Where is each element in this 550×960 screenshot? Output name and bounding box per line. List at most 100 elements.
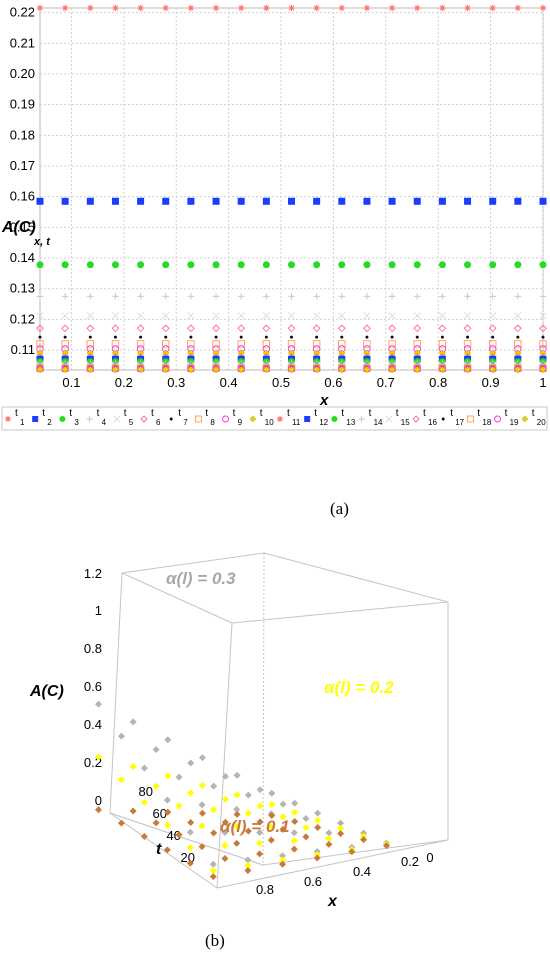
point-t7 — [516, 335, 520, 339]
point-alpha-0.1 — [152, 819, 160, 827]
point-alpha-0.3 — [210, 782, 218, 790]
point-t4 — [388, 293, 396, 300]
point-t4 — [313, 293, 320, 300]
point-alpha-0.2 — [244, 861, 252, 869]
point-alpha-0.3 — [325, 829, 333, 837]
point-t4 — [514, 293, 522, 300]
point-t7 — [415, 335, 419, 339]
point-alpha-0.1 — [313, 854, 321, 862]
point-alpha-0.3 — [233, 771, 241, 779]
point-alpha-0.1 — [360, 836, 368, 844]
point-t6 — [539, 324, 547, 333]
point-alpha-0.3 — [256, 786, 264, 794]
x-tick-label: 0.5 — [272, 375, 290, 390]
point-t5 — [338, 312, 346, 320]
y-tick-label: 0.13 — [10, 281, 35, 296]
point-t4 — [363, 293, 371, 300]
point-t20 — [514, 365, 522, 373]
point-t20 — [111, 365, 120, 373]
point-alpha-0.3 — [140, 764, 148, 772]
point-t6 — [86, 324, 95, 333]
legend-label-index: 9 — [238, 418, 243, 427]
point-t4 — [87, 293, 94, 300]
point-t7 — [264, 335, 268, 339]
point-alpha-0.2 — [233, 791, 241, 799]
point-t20 — [61, 365, 69, 373]
point-alpha-0.3 — [95, 700, 102, 708]
point-t6 — [363, 324, 371, 333]
point-t8 — [237, 340, 245, 348]
point-t6 — [337, 324, 346, 333]
point-t6 — [438, 324, 447, 333]
point-t1 — [237, 4, 245, 12]
point-alpha-0.1 — [129, 807, 137, 815]
point-t1 — [439, 4, 446, 12]
point-alpha-0.2 — [279, 856, 287, 864]
point-t6 — [413, 324, 422, 333]
point-t8 — [61, 340, 69, 348]
caption-a: (a) — [330, 499, 349, 518]
y-tick-label: 0.11 — [11, 342, 35, 357]
point-t7 — [239, 335, 243, 339]
point-alpha-0.3 — [187, 759, 195, 767]
point-t6 — [513, 324, 522, 333]
point-alpha-0.2 — [129, 762, 137, 770]
point-t8 — [438, 340, 447, 348]
legend-label: t — [477, 408, 480, 419]
point-t4 — [414, 293, 421, 300]
point-t7 — [541, 335, 545, 339]
point-t1 — [187, 4, 195, 12]
point-t5 — [86, 312, 94, 320]
point-t3 — [162, 261, 170, 269]
point-t2 — [36, 197, 44, 205]
legend-marker-t1 — [5, 416, 11, 422]
point-alpha-0.3 — [279, 852, 287, 860]
legend-label-index: 15 — [401, 418, 410, 427]
point-alpha-0.1 — [256, 850, 264, 858]
point-t8 — [514, 340, 522, 348]
legend-label-index: 7 — [183, 418, 188, 427]
point-t20 — [489, 365, 497, 373]
y-tick-label: 0.18 — [10, 127, 35, 142]
legend-marker-t6 — [140, 415, 148, 423]
z-tick-label: 0.4 — [84, 717, 102, 732]
point-alpha-0.2 — [314, 816, 322, 824]
chart-a-legend-box — [1, 406, 548, 431]
point-t1 — [162, 4, 169, 12]
point-t4 — [263, 293, 270, 300]
legend-label: t — [233, 408, 236, 419]
point-t20 — [438, 365, 447, 373]
point-t6 — [111, 324, 120, 333]
point-alpha-0.1 — [314, 824, 322, 832]
point-t1 — [87, 4, 94, 12]
legend-label-index: 14 — [374, 418, 383, 427]
legend-label: t — [369, 408, 372, 419]
x-tick-label: 0.8 — [429, 375, 447, 390]
point-alpha-0.1 — [187, 819, 195, 827]
point-alpha-0.1 — [233, 810, 241, 818]
point-alpha-0.2 — [267, 823, 275, 831]
point-alpha-0.2 — [256, 802, 264, 810]
series-label-alpha-03: α(l) = 0.3 — [166, 569, 236, 588]
legend-label-index: 6 — [156, 418, 161, 427]
legend-marker-t11 — [277, 416, 283, 422]
point-alpha-0.1 — [268, 812, 276, 820]
point-t2 — [162, 197, 170, 205]
point-t1 — [263, 4, 270, 12]
point-t3 — [36, 261, 44, 269]
legend-label-index: 20 — [537, 418, 546, 427]
point-alpha-0.1 — [348, 848, 356, 856]
x-tick-label: 0.2 — [115, 375, 133, 390]
point-t7 — [491, 335, 495, 339]
point-alpha-0.2 — [302, 824, 310, 832]
point-alpha-0.2 — [175, 802, 183, 810]
point-alpha-0.3 — [163, 796, 171, 804]
chart-b-x-ticks: 0.8 0.6 0.4 0.2 0 — [256, 850, 434, 897]
point-alpha-0.2 — [291, 808, 299, 816]
point-t7 — [290, 335, 293, 339]
point-t1 — [313, 4, 320, 12]
point-alpha-0.1 — [198, 809, 206, 817]
legend-label-index: 16 — [428, 418, 437, 427]
point-t5 — [61, 312, 69, 320]
